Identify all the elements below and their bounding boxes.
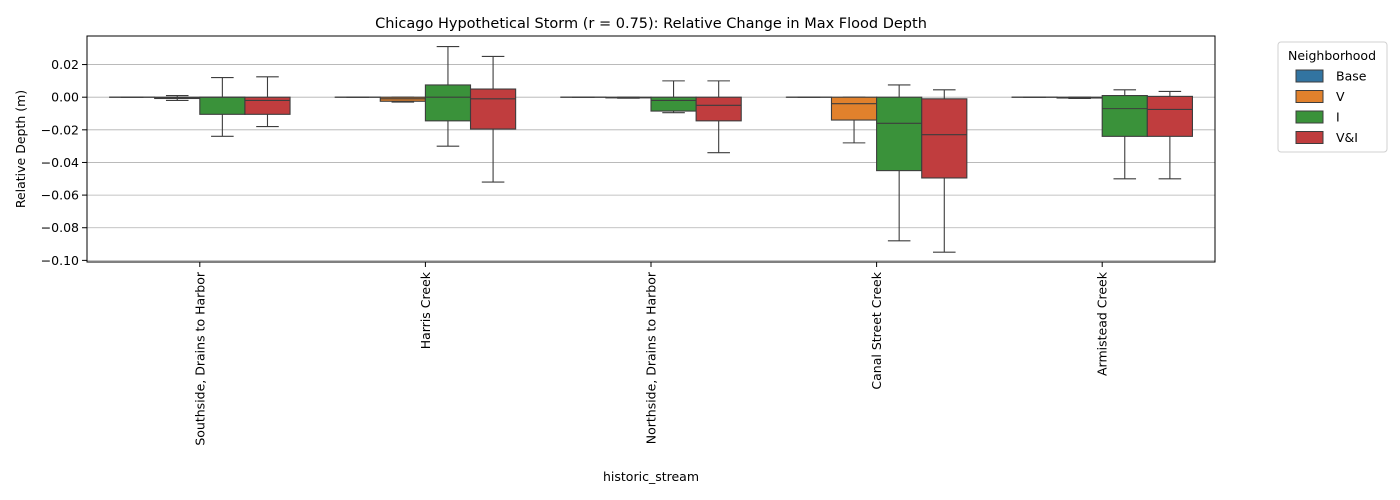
legend-swatch [1295,69,1324,83]
box-iqr [1146,95,1193,137]
legend-label: V [1336,89,1345,104]
box-v [379,96,426,103]
x-tick-label: Canal Street Creek [869,271,884,389]
y-tick-label: −0.10 [41,253,79,268]
y-tick-label: −0.02 [41,122,79,137]
x-tick-label: Armistead Creek [1095,271,1110,376]
box-iqr [1101,95,1148,137]
legend-items: Base VI V&I [1295,69,1367,145]
box-iqr [695,96,742,122]
box-i [199,77,246,137]
legend-item: Base [1295,69,1367,84]
legend: Neighborhood Base VI V&I [1277,41,1388,153]
box-v-i [469,55,517,183]
legend-item: V&I [1295,130,1358,145]
box-iqr [876,96,923,172]
legend-title: Neighborhood [1288,48,1376,63]
box-v-i [695,80,742,154]
x-tick-label: Harris Creek [418,271,433,349]
legend-item: I [1295,110,1340,125]
box-iqr [830,96,878,121]
box-v [1056,96,1103,100]
legend-label: Base [1336,69,1367,84]
box-iqr [244,96,291,115]
x-axis-label: historic_stream [603,469,699,484]
legend-label: I [1336,110,1340,125]
box-iqr [424,84,472,122]
box-iqr [921,98,968,179]
y-tick-label: 0.02 [51,57,79,72]
legend-swatch [1295,110,1324,124]
box-v-i [921,89,968,253]
legend-swatch [1295,131,1324,144]
x-axis-ticks: Southside, Drains to Harbor Harris Creek N… [192,262,1110,446]
box-iqr [650,96,697,112]
y-axis-ticks: 0.02 0.00 −0.02 −0.04 −0.06 −0.08 −0.10 [41,57,87,268]
box-v-i [244,76,291,128]
legend-swatch [1295,90,1324,103]
box-i [424,46,472,147]
box-v [154,95,201,102]
chart-title: Chicago Hypothetical Storm (r = 0.75): R… [375,16,927,32]
legend-item: V [1295,89,1345,104]
box-i [876,84,923,242]
y-tick-label: −0.08 [41,220,79,235]
x-tick-label: Southside, Drains to Harbor [192,271,207,445]
box-iqr [199,96,246,115]
y-tick-label: −0.04 [41,155,79,170]
y-axis-label: Relative Depth (m) [13,90,28,208]
box-v [605,96,652,99]
y-tick-label: −0.06 [41,188,79,203]
box-v-i [1146,90,1193,180]
x-tick-label: Northside, Drains to Harbor [644,271,659,444]
plot-boxes [109,46,1193,253]
y-tick-label: 0.00 [51,90,79,105]
legend-label: V&I [1336,130,1358,145]
box-iqr [469,88,517,130]
box-i [650,80,697,114]
